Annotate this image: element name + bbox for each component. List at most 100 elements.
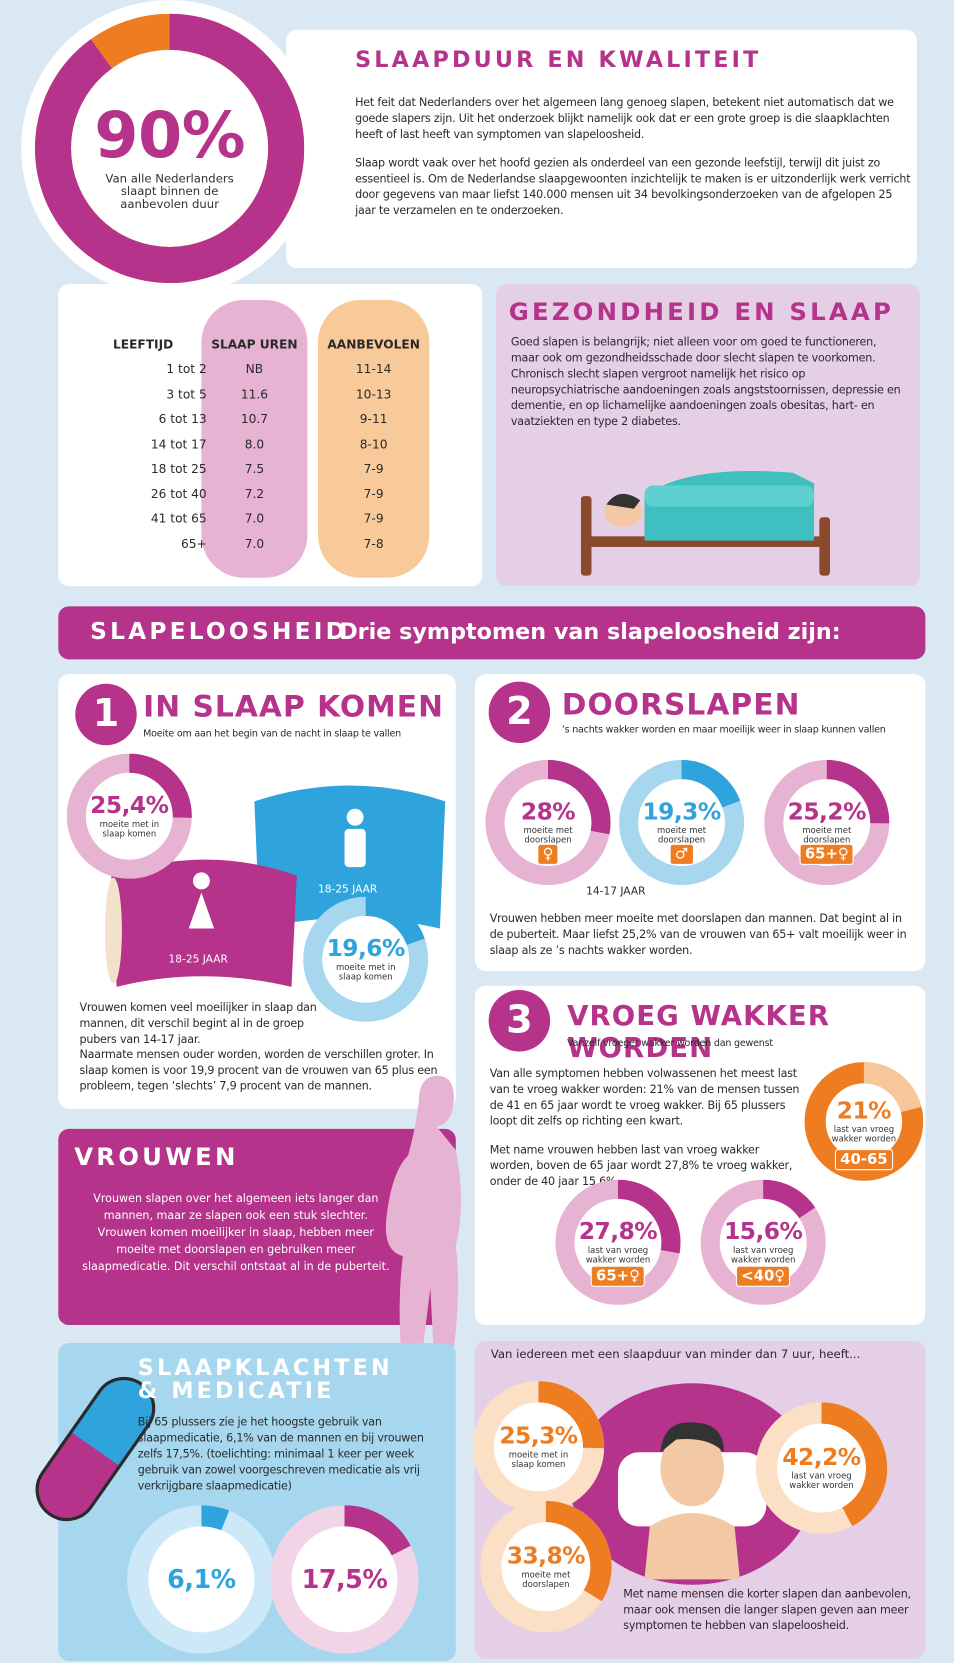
paragraph: Vrouwen komen veel moeilijker in slaap d… (79, 1001, 317, 1047)
donut-tag: ♀ (537, 843, 559, 865)
age-label: 14-17 JAAR (586, 886, 646, 898)
donut-caption: moeite met doorslapen (802, 826, 852, 846)
woman-silhouette (385, 1075, 462, 1373)
table-cell: 8-10 (359, 436, 388, 452)
table-cell: 18 tot 25 (150, 461, 207, 476)
table-cell: NB (245, 361, 264, 377)
table-cell: 26 tot 40 (150, 486, 207, 501)
paragraph: Slaap wordt vaak over het hoofd gezien a… (355, 156, 911, 218)
symptom-subtitle: Moeite om aan het begin van de nacht in … (143, 729, 401, 740)
paragraph: Naarmate mensen ouder worden, worden de … (79, 1048, 438, 1093)
donut-caption: moeite met in slaap komen (99, 819, 160, 839)
donut-ring (480, 1500, 612, 1633)
donut: 25,2% moeite met doorslapen 65+♀ (764, 760, 890, 886)
donut-ring (34, 13, 305, 284)
donut-ring (270, 1505, 419, 1654)
bed-illustration (580, 470, 830, 576)
table-header: AANBEVOLEN (327, 337, 420, 352)
symptom-number: 2 (488, 681, 551, 744)
donut-arc (480, 1500, 612, 1633)
donut-label: 33,8% (506, 1543, 586, 1570)
women-text: Vrouwen slapen over het algemeen iets la… (82, 1192, 390, 1274)
symptom-subtitle: ’s nachts wakker worden en maar moeilijk… (561, 725, 886, 736)
donut-label: 42,2% (782, 1444, 861, 1472)
donut-ring (755, 1402, 888, 1534)
table-cell: 3 tot 5 (166, 386, 207, 402)
intro-panel: SLAAPDUUR EN KWALITEIT Het feit dat Nede… (286, 29, 917, 269)
column-pill (317, 299, 430, 578)
donut-label: 28% (520, 799, 576, 826)
health-title: GEZONDHEID EN SLAAP (508, 298, 895, 327)
banner-subtitle: Drie symptomen van slapeloosheid zijn: (339, 619, 841, 645)
donut-caption: last van vroeg wakker worden (831, 1124, 897, 1145)
donut-arc (804, 1062, 924, 1181)
donut-label: 25,2% (787, 799, 867, 826)
donut-ring (485, 760, 611, 886)
donut-caption: moeite met doorslapen (523, 826, 573, 846)
donut: 42,2% last van vroeg wakker worden (755, 1402, 888, 1534)
donut-caption: moeite met doorslapen (521, 1570, 571, 1590)
table-cell: 41 tot 65 (150, 510, 207, 526)
donut-arc (127, 1505, 276, 1654)
table-cell: 1 tot 2 (166, 361, 207, 377)
column-pill (201, 299, 308, 578)
table-cell: 7-8 (363, 535, 384, 551)
table-cell: 11.6 (240, 386, 268, 402)
table-header: LEEFTIJD (112, 337, 174, 352)
donut-caption: moeite met in slaap komen (335, 962, 396, 982)
table-cell: 7.0 (244, 535, 265, 551)
medication-text: Bij 65 plussers zie je het hoogste gebru… (137, 1416, 424, 1493)
table-cell: 10.7 (240, 411, 268, 427)
donut-caption: moeite met in slaap komen (508, 1450, 569, 1470)
table: LEEFTIJD SLAAP UREN AANBEVOLEN 1 tot 2 NB 11-… (58, 284, 482, 586)
donut-caption: moeite met doorslapen (657, 826, 707, 846)
symptom-title: DOORSLAPEN (561, 686, 801, 722)
donut-caption: Van alle Nederlanders slaapt binnen de a… (105, 171, 234, 211)
symptom-text: Vrouwen hebben meer moeite met doorslape… (489, 912, 907, 958)
donut-label: 19,6% (326, 935, 406, 963)
table-cell: 10-13 (355, 386, 392, 402)
donut-tag: 65+♀ (590, 1265, 646, 1287)
intro-title: SLAAPDUUR EN KWALITEIT (355, 46, 762, 73)
donut-arc (755, 1402, 888, 1534)
donut-label: 27,8% (578, 1218, 658, 1246)
donut-tag: <40♀ (735, 1265, 791, 1287)
donut: 90% Van alle Nederlanders slaapt binnen d… (34, 13, 305, 284)
banner-title: SLAPELOOSHEID (90, 619, 349, 646)
intro-text: Het feit dat Nederlanders over het algem… (355, 95, 912, 232)
donut-arc (34, 13, 305, 284)
symptom-number: 1 (75, 683, 137, 746)
table-cell: 9-11 (359, 411, 388, 427)
donut-label: 6,1% (167, 1564, 236, 1594)
donut-ring (127, 1505, 276, 1654)
donut-caption: last van vroeg wakker worden (730, 1245, 796, 1265)
table-cell: 7-9 (363, 461, 384, 476)
table-cell: 7-9 (363, 486, 384, 501)
symptom-title: IN SLAAP KOMEN (143, 688, 445, 724)
donut-ring (66, 753, 192, 879)
donut: 33,8% moeite met doorslapen (480, 1500, 612, 1633)
donut: 21% last van vroeg wakker worden 40-65 (804, 1062, 924, 1181)
donut-arc (303, 896, 429, 1022)
donut-label: 90% (94, 98, 245, 173)
donut-arc (66, 753, 192, 879)
donut: 19,6% moeite met in slaap komen (303, 896, 429, 1022)
donut: 25,4% moeite met in slaap komen (66, 753, 192, 879)
women-title: VROUWEN (74, 1143, 239, 1172)
man-illustration (570, 1383, 815, 1585)
paragraph: Van alle symptomen hebben volwassenen he… (489, 1067, 800, 1128)
donut-arc (700, 1179, 826, 1305)
table-cell: 7.5 (244, 461, 265, 476)
donut: 17,5% (270, 1505, 419, 1654)
donut-arc (619, 760, 745, 886)
donut-label: 17,5% (301, 1564, 388, 1594)
table-panel: LEEFTIJD SLAAP UREN AANBEVOLEN 1 tot 2 NB 11-… (58, 284, 483, 587)
table-cell: 7-9 (363, 510, 384, 526)
donut-caption: last van vroeg wakker worden (585, 1245, 651, 1265)
donut-arc (472, 1381, 605, 1513)
donut-arc (270, 1505, 419, 1654)
table-cell: 7.0 (244, 510, 265, 526)
table-header: SLAAP UREN (211, 337, 298, 352)
